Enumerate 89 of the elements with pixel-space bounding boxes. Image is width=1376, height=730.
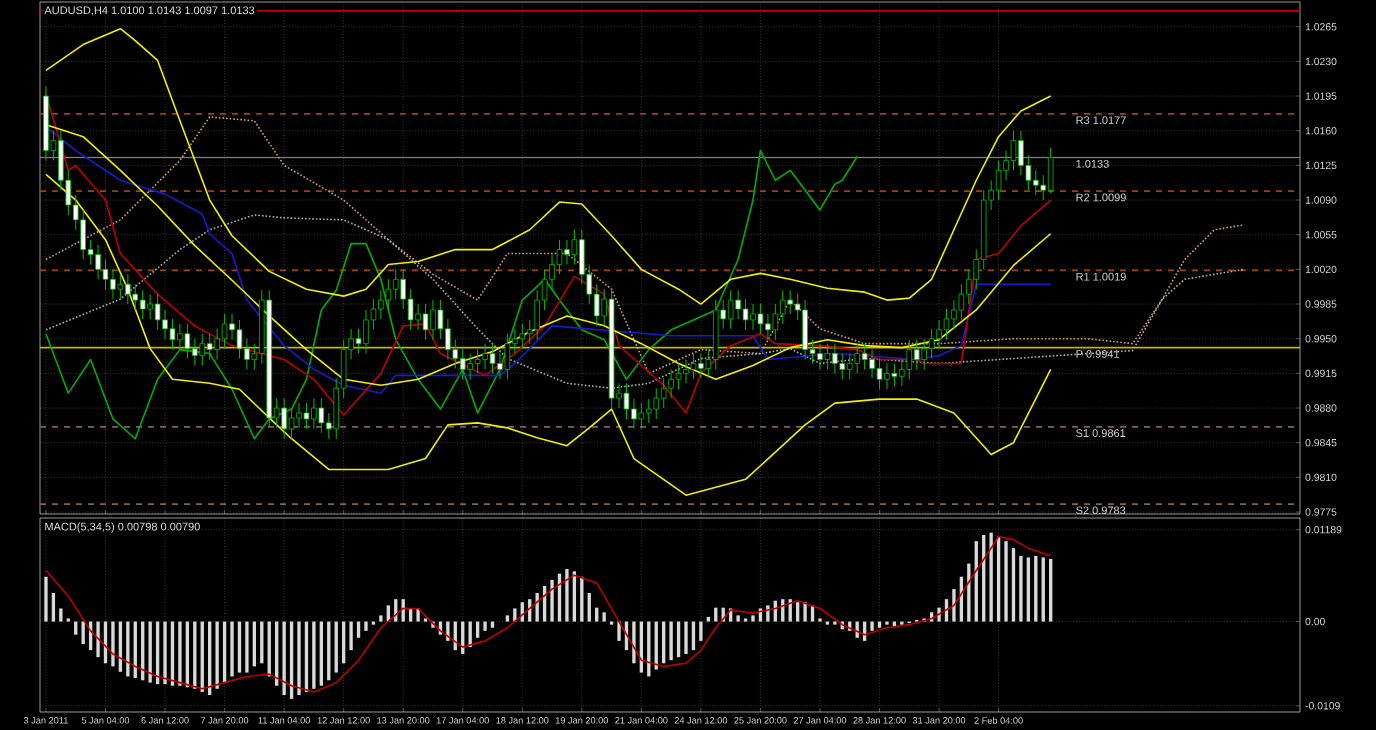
candlestick — [832, 343, 838, 374]
candlestick — [802, 299, 808, 361]
candlestick — [422, 303, 429, 341]
candlestick — [229, 313, 235, 341]
candlestick — [192, 338, 198, 366]
candlestick — [779, 289, 786, 325]
candlestick — [80, 209, 86, 260]
candlestick — [489, 343, 496, 374]
candlestick — [162, 309, 168, 340]
candlestick — [214, 328, 220, 361]
candlestick — [430, 299, 436, 341]
line-series — [45, 173, 1052, 496]
candlestick — [110, 268, 116, 300]
candlestick — [668, 368, 674, 399]
candlestick — [1018, 130, 1024, 176]
candlestick — [318, 397, 325, 434]
candlestick — [169, 318, 176, 351]
candlestick — [646, 398, 652, 424]
candlestick — [459, 348, 466, 380]
candlestick — [474, 349, 481, 374]
line-series — [45, 535, 1052, 693]
candlestick — [958, 283, 965, 321]
candlestick — [742, 298, 749, 331]
candlestick — [653, 387, 660, 420]
candlestick — [623, 382, 630, 420]
candlestick — [95, 244, 101, 280]
candlestick — [772, 303, 779, 341]
candlestick — [482, 343, 488, 370]
candlestick — [861, 343, 868, 370]
candlestick — [564, 239, 570, 265]
candlestick — [415, 303, 421, 331]
candlestick — [876, 358, 883, 390]
candlestick — [869, 349, 875, 379]
candlestick — [928, 328, 935, 360]
candlestick — [519, 323, 526, 350]
line-series — [45, 116, 1245, 375]
candlestick — [951, 299, 957, 330]
candlestick — [132, 283, 139, 311]
candlestick — [757, 303, 764, 335]
candlestick — [177, 323, 183, 351]
candlestick — [281, 397, 287, 440]
candlestick — [504, 333, 511, 380]
candlestick — [824, 343, 831, 370]
candlestick — [392, 268, 399, 300]
candlestick — [735, 289, 741, 320]
candlestick — [147, 293, 153, 320]
candlestick — [467, 353, 473, 380]
candlestick — [787, 289, 793, 315]
candlestick — [139, 289, 146, 320]
candlestick — [906, 339, 913, 380]
candlestick — [311, 397, 317, 430]
candlestick — [995, 159, 1002, 201]
candlestick — [221, 313, 228, 350]
candlestick — [921, 338, 927, 370]
candlestick — [385, 278, 392, 311]
candlestick — [296, 402, 302, 429]
candlestick — [378, 289, 384, 320]
candlestick — [154, 293, 161, 331]
line-series — [45, 27, 1052, 305]
candlestick — [206, 333, 213, 361]
candlestick — [303, 402, 310, 430]
candlestick — [750, 303, 756, 331]
candlestick — [1047, 147, 1054, 194]
candlestick — [884, 362, 890, 390]
candlestick — [913, 339, 920, 370]
candlestick — [363, 309, 369, 355]
candlestick — [846, 353, 853, 380]
candlestick — [1033, 169, 1039, 196]
candlestick — [817, 343, 823, 370]
candlestick — [690, 353, 697, 380]
line-series — [45, 214, 1245, 390]
candlestick — [638, 402, 645, 430]
candlestick — [854, 343, 860, 374]
candlestick — [683, 359, 689, 384]
candlestick — [184, 323, 191, 360]
candlestick — [660, 377, 667, 409]
candlestick — [891, 362, 898, 387]
candlestick — [236, 319, 243, 360]
candlestick — [727, 289, 734, 330]
candlestick — [943, 308, 950, 341]
candlestick — [199, 333, 206, 366]
candlestick — [288, 407, 295, 440]
candlestick — [765, 313, 771, 341]
candlestick — [117, 273, 124, 300]
candlestick — [675, 362, 682, 390]
candlestick — [936, 319, 942, 350]
candlestick — [125, 273, 131, 305]
candlestick — [698, 353, 704, 379]
candlestick — [631, 398, 637, 430]
